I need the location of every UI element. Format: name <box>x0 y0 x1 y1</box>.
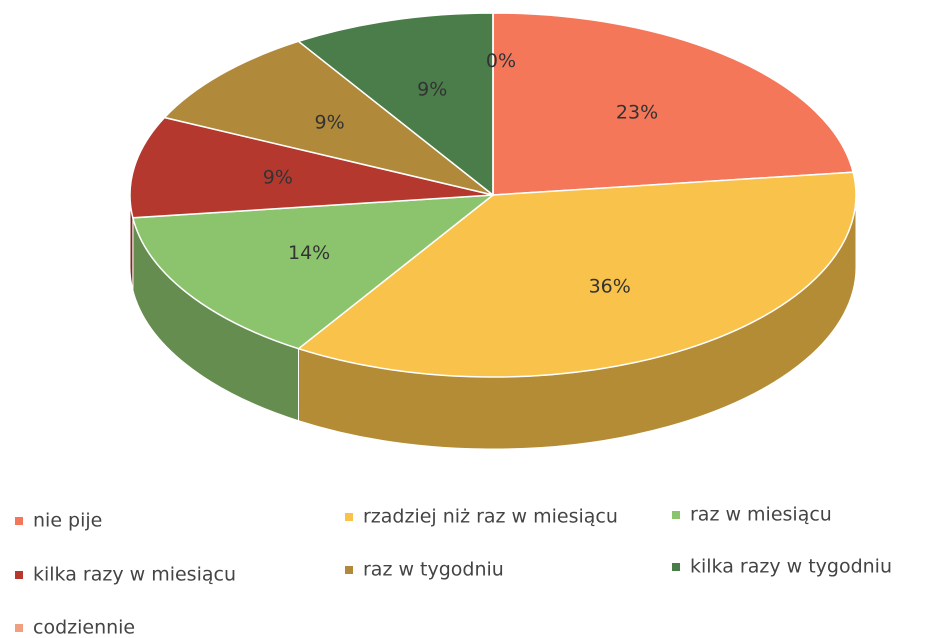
data-label: 9% <box>315 111 345 133</box>
data-label: 9% <box>417 79 447 101</box>
legend-label: raz w tygodniu <box>363 559 504 581</box>
slice <box>296 171 857 378</box>
slice <box>492 12 855 196</box>
legend-marker <box>672 563 680 571</box>
legend-label: nie pije <box>33 510 102 532</box>
slice <box>163 40 494 196</box>
legend-marker <box>15 517 23 525</box>
slice <box>296 12 494 197</box>
legend-label: raz w miesiącu <box>690 504 832 526</box>
data-label: 36% <box>589 276 631 298</box>
data-label: 23% <box>616 102 658 124</box>
legend-label: codziennie <box>33 617 135 638</box>
legend-label: kilka razy w miesiącu <box>33 564 236 586</box>
legend-marker <box>15 624 23 632</box>
legend-label: rzadziej niż raz w miesiącu <box>363 506 618 528</box>
slice <box>129 116 494 219</box>
data-label: 9% <box>263 166 293 188</box>
legend-label: kilka razy w tygodniu <box>690 556 892 578</box>
data-label: 14% <box>288 242 330 264</box>
legend-marker <box>672 511 680 519</box>
legend-marker <box>15 571 23 579</box>
legend-marker <box>345 513 353 521</box>
slice <box>131 194 496 350</box>
data-label: 0% <box>486 50 516 72</box>
legend-marker <box>345 566 353 574</box>
